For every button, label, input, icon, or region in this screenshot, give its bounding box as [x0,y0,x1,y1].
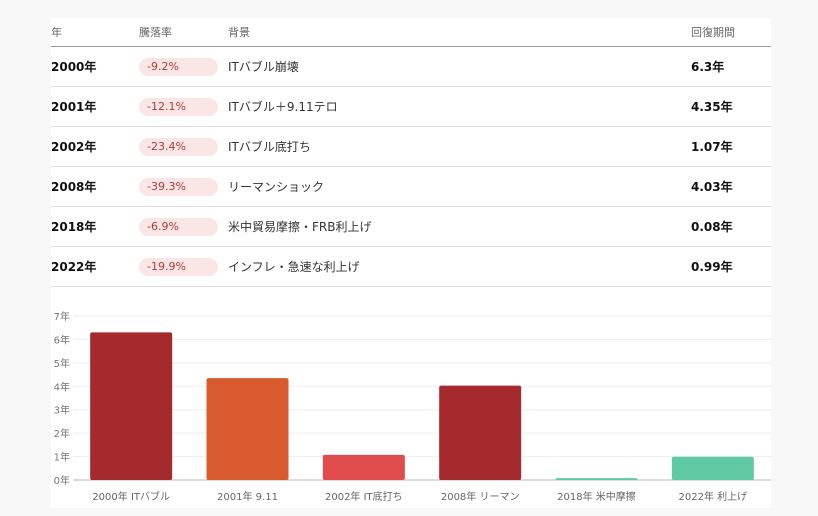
x-tick-label: 2018年 米中摩擦 [557,490,636,503]
row-recovery: 4.03年 [691,166,771,207]
row-recovery: 0.99年 [691,246,771,287]
header-recovery: 回復期間 [691,18,771,47]
drop-badge: -39.3% [139,177,218,196]
row-year: 2008年 [51,166,139,207]
row-year: 2002年 [51,126,139,167]
header-background: 背景 [228,18,691,47]
y-tick-label: 1年 [54,451,70,464]
row-year: 2000年 [51,46,139,87]
row-background: 米中貿易摩擦・FRB利上げ [228,206,691,247]
table-row: 2002年 -23.4% ITバブル底打ち 1.07年 [51,126,771,167]
drop-badge: -12.1% [139,97,218,116]
y-tick-label: 6年 [54,333,70,346]
x-tick-label: 2002年 IT底打ち [325,490,403,503]
crash-table: 年 騰落率 背景 回復期間 2000年 -9.2% ITバブル崩壊 6.3年 2… [51,18,771,287]
drop-badge: -23.4% [139,137,218,156]
table-row: 2001年 -12.1% ITバブル＋9.11テロ 4.35年 [51,86,771,127]
row-recovery: 4.35年 [691,86,771,127]
row-year: 2018年 [51,206,139,247]
table-row: 2008年 -39.3% リーマンショック 4.03年 [51,166,771,207]
table-header-row: 年 騰落率 背景 回復期間 [51,18,771,47]
y-tick-label: 4年 [54,380,70,393]
y-tick-label: 7年 [54,310,70,323]
drop-badge: -9.2% [139,57,218,76]
x-tick-label: 2001年 9.11 [217,490,278,503]
bar [555,478,638,480]
table-row: 2018年 -6.9% 米中貿易摩擦・FRB利上げ 0.08年 [51,206,771,247]
header-drop: 騰落率 [139,18,228,47]
bar [671,456,754,480]
row-recovery: 0.08年 [691,206,771,247]
row-year: 2001年 [51,86,139,127]
drop-badge: -19.9% [139,257,218,276]
y-tick-label: 3年 [54,404,70,417]
y-tick-label: 2年 [54,427,70,440]
table-row: 2000年 -9.2% ITバブル崩壊 6.3年 [51,46,771,87]
row-background: ITバブル＋9.11テロ [228,86,691,127]
bar [206,378,289,480]
row-background: インフレ・急速な利上げ [228,246,691,287]
y-tick-label: 5年 [54,357,70,370]
row-background: ITバブル底打ち [228,126,691,167]
x-tick-label: 2000年 ITバブル [92,490,170,503]
row-background: リーマンショック [228,166,691,207]
x-tick-label: 2022年 利上げ [679,490,748,503]
bar [439,385,522,480]
recovery-bar-chart: 0年 1年 2年 3年 4年 5年 6年 7年 2000年 ITバブル 2001年 9.11 200… [54,310,771,503]
row-recovery: 6.3年 [691,46,771,87]
table-row: 2022年 -19.9% インフレ・急速な利上げ 0.99年 [51,246,771,287]
row-background: ITバブル崩壊 [228,46,691,87]
drop-badge: -6.9% [139,217,218,236]
header-year: 年 [51,18,139,47]
row-year: 2022年 [51,246,139,287]
bar [322,454,405,480]
y-tick-label: 0年 [54,474,70,487]
row-recovery: 1.07年 [691,126,771,167]
crash-panel: 年 騰落率 背景 回復期間 2000年 -9.2% ITバブル崩壊 6.3年 2… [51,18,771,508]
bar [90,332,173,480]
x-tick-label: 2008年 リーマン [441,490,520,503]
